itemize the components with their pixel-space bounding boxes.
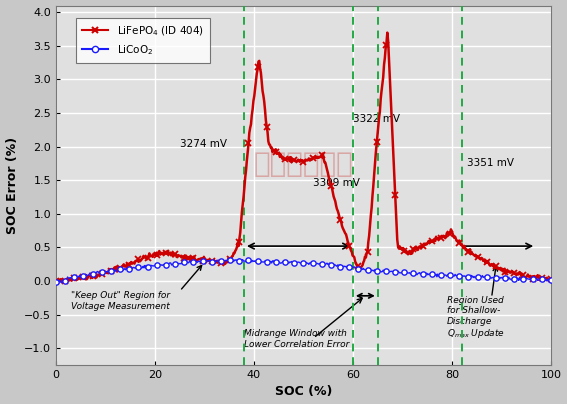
Text: 3351 mV: 3351 mV (467, 158, 514, 168)
Text: Region Used
for Shallow-
Discharge
$Q_{max}$ Update: Region Used for Shallow- Discharge $Q_{m… (447, 296, 505, 341)
Y-axis label: SOC Error (%): SOC Error (%) (6, 137, 19, 234)
X-axis label: SOC (%): SOC (%) (275, 385, 332, 398)
Text: 3274 mV: 3274 mV (180, 139, 227, 149)
Legend: LiFePO$_4$ (ID 404), LiCoO$_2$: LiFePO$_4$ (ID 404), LiCoO$_2$ (76, 18, 210, 63)
Text: 3309 mV: 3309 mV (314, 178, 360, 188)
Text: 3322 mV: 3322 mV (353, 114, 400, 124)
Text: "Keep Out" Region for
Voltage Measurement: "Keep Out" Region for Voltage Measuremen… (71, 291, 170, 311)
Text: 电子工程专辑: 电子工程专辑 (253, 150, 353, 178)
Text: Midrange Window with
Lower Correlation Error: Midrange Window with Lower Correlation E… (244, 329, 349, 349)
